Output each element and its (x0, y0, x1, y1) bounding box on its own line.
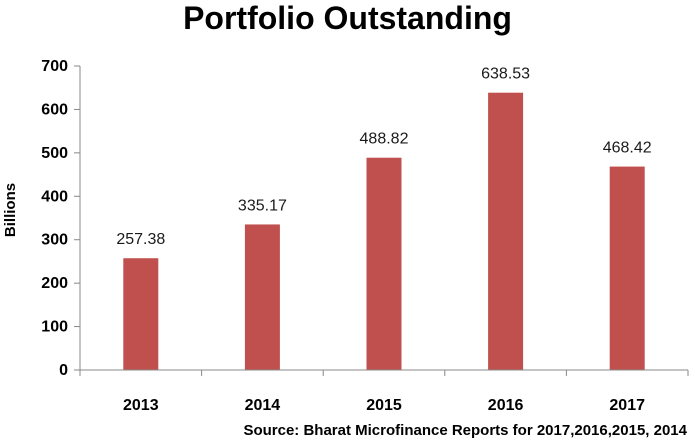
bar-2015 (366, 157, 402, 370)
y-tick-label: 600 (41, 101, 68, 118)
y-tick-label: 200 (41, 275, 68, 292)
x-tick-label: 2014 (245, 397, 281, 414)
bar-2016 (488, 92, 524, 370)
bar-value-label: 638.53 (481, 66, 530, 83)
bars (123, 92, 645, 370)
bar-value-labels: 257.38 335.17 488.82 638.53 468.42 (116, 66, 651, 249)
y-tick-label: 100 (41, 319, 68, 336)
bar-value-label: 488.82 (360, 131, 409, 148)
bar-2017 (609, 166, 645, 370)
y-axis-ticks: 0 100 200 300 400 500 600 700 (41, 58, 80, 379)
y-tick-label: 0 (59, 362, 68, 379)
bar-2013 (123, 258, 159, 370)
y-tick-label: 700 (41, 58, 68, 75)
x-tick-label: 2016 (488, 397, 524, 414)
chart-title: Portfolio Outstanding (183, 0, 512, 36)
x-tick-label: 2013 (123, 397, 159, 414)
y-tick-label: 400 (41, 188, 68, 205)
x-tick-label: 2015 (366, 397, 402, 414)
x-axis-ticks: 2013 2014 2015 2016 2017 (79, 370, 689, 414)
x-tick-label: 2017 (609, 397, 645, 414)
bar-value-label: 257.38 (116, 231, 165, 248)
source-note: Source: Bharat Microfinance Reports for … (243, 422, 687, 439)
bar-2014 (244, 224, 280, 370)
y-tick-label: 300 (41, 232, 68, 249)
bar-value-label: 335.17 (238, 197, 287, 214)
y-axis-title: Billions (2, 183, 19, 237)
bar-value-label: 468.42 (603, 140, 652, 157)
y-tick-label: 500 (41, 145, 68, 162)
